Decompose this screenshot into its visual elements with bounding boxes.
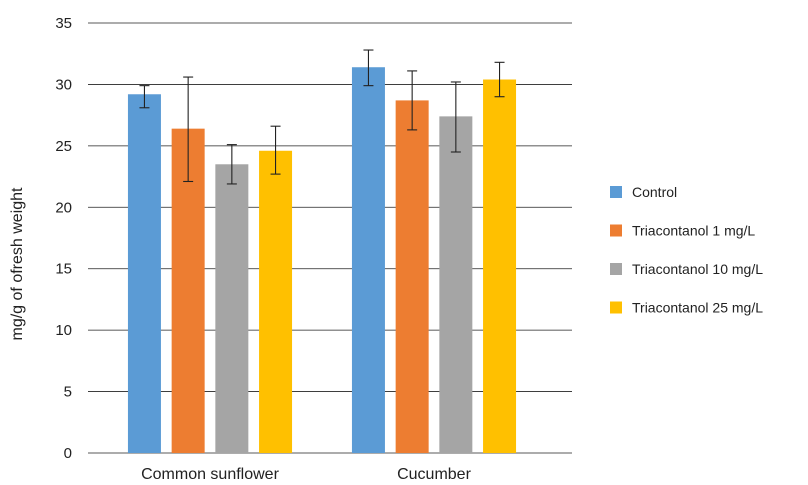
legend-label: Triacontanol 1 mg/L: [632, 223, 755, 239]
y-tick-label: 5: [64, 384, 72, 401]
y-tick-label: 35: [55, 15, 72, 32]
y-tick-label: 20: [55, 199, 72, 216]
x-category-label: Cucumber: [397, 466, 471, 483]
legend-label: Control: [632, 184, 677, 200]
bar: [395, 100, 429, 454]
y-tick-labels: 0 5 10 15 20 25 30 35: [55, 15, 72, 462]
bars: [127, 67, 517, 454]
legend-swatch: [610, 186, 622, 198]
y-tick-label: 15: [55, 261, 72, 278]
bar: [439, 116, 473, 453]
bar: [259, 150, 293, 453]
y-tick-label: 10: [55, 322, 72, 339]
gridlines: [88, 22, 572, 454]
legend-label: Triacontanol 10 mg/L: [632, 261, 763, 277]
bar: [215, 164, 249, 454]
legend-swatch: [610, 263, 622, 275]
y-tick-label: 30: [55, 76, 72, 93]
bar: [127, 94, 161, 453]
legend-label: Triacontanol 25 mg/L: [632, 300, 763, 316]
bar: [351, 67, 385, 453]
bar: [483, 79, 517, 453]
y-axis-label: mg/g of ofresh weight: [9, 187, 26, 341]
legend-swatch: [610, 224, 622, 237]
y-tick-label: 0: [64, 445, 72, 462]
x-category-label: Common sunflower: [141, 466, 280, 483]
legend-swatch: [610, 301, 622, 314]
error-bars: [139, 49, 505, 185]
x-category-labels: Common sunflower Cucumber: [141, 466, 471, 483]
bar: [171, 128, 205, 453]
y-tick-label: 25: [55, 138, 72, 155]
legend: Control Triacontanol 1 mg/L Triacontanol 1…: [610, 184, 763, 316]
